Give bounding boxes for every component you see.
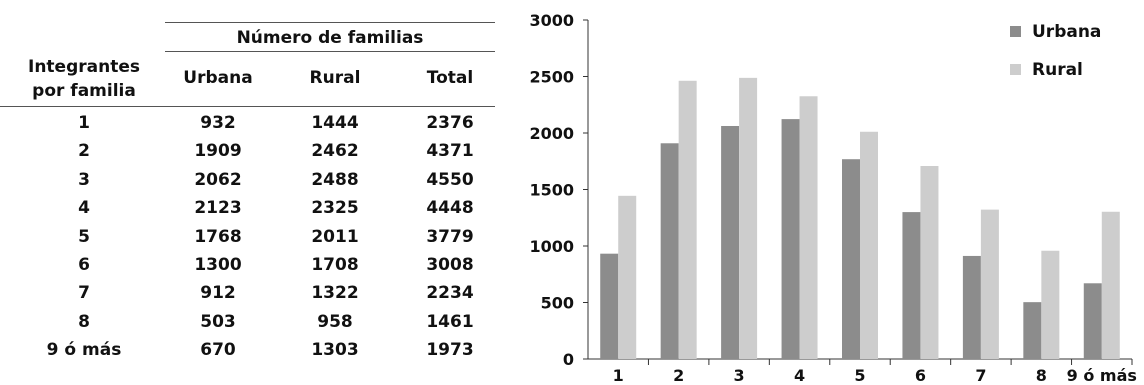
bar-rural-9 xyxy=(1101,211,1120,359)
cell-rural: 1708 xyxy=(311,255,359,275)
cell-total: 1973 xyxy=(426,340,474,361)
cell-rural: 1444 xyxy=(311,113,359,133)
row-label: 5 xyxy=(78,226,90,247)
cell-urbana: 2123 xyxy=(194,198,242,219)
row-label: 8 xyxy=(78,311,90,332)
legend-label-rural: Rural xyxy=(1032,60,1083,80)
row-label: 9 ó más xyxy=(46,340,122,361)
bar-rural-3 xyxy=(739,77,758,359)
cell-total: 3779 xyxy=(426,226,474,247)
bar-urbana-7 xyxy=(962,255,981,359)
header-bottom-rule xyxy=(0,106,495,107)
bar-urbana-8 xyxy=(1023,302,1042,359)
cell-total: 2376 xyxy=(426,113,474,133)
cell-urbana: 1909 xyxy=(194,141,242,162)
table-top-rule xyxy=(165,22,495,23)
x-tick-label: 1 xyxy=(613,366,624,385)
bar-urbana-9 xyxy=(1083,283,1102,359)
row-header-line1: Integrantes xyxy=(28,57,140,77)
bar-urbana-5 xyxy=(842,159,860,359)
cell-urbana: 503 xyxy=(200,311,236,332)
row-label: 3 xyxy=(78,169,90,190)
y-tick-label: 1000 xyxy=(529,237,574,256)
bar-chart: 0 500 1000 1500 2000 2500 3000 1 2 3 4 5 6 7 8 9 ó más U… xyxy=(529,11,1137,385)
y-tick-label: 1500 xyxy=(529,181,574,200)
bar-urbana-1 xyxy=(600,253,619,359)
x-tick-label: 7 xyxy=(975,366,986,385)
cell-total: 3008 xyxy=(426,255,474,275)
row-label: 4 xyxy=(78,198,90,219)
cell-urbana: 1300 xyxy=(194,255,242,275)
y-tick-label: 500 xyxy=(541,294,574,313)
group-header: Número de familias xyxy=(236,28,424,48)
cell-urbana: 670 xyxy=(200,340,236,361)
bar-rural-2 xyxy=(678,80,697,359)
cell-total: 4371 xyxy=(426,141,474,162)
bar-urbana-6 xyxy=(902,212,921,359)
col-header-rural: Rural xyxy=(309,68,361,88)
bar-urbana-3 xyxy=(721,125,740,359)
bar-rural-8 xyxy=(1041,250,1060,359)
y-tick-label: 2500 xyxy=(529,68,574,87)
cell-total: 1461 xyxy=(426,311,474,332)
row-header-line2: por familia xyxy=(32,81,136,101)
x-tick-label: 6 xyxy=(915,366,926,385)
bar-rural-4 xyxy=(799,96,818,360)
cell-total: 4448 xyxy=(426,198,474,219)
cell-total: 4550 xyxy=(426,169,474,190)
legend-swatch-rural xyxy=(1010,64,1021,75)
row-label: 6 xyxy=(78,255,90,275)
col-header-total: Total xyxy=(426,68,474,88)
x-tick-label: 8 xyxy=(1036,366,1047,385)
bar-rural-6 xyxy=(920,165,939,359)
row-label: 1 xyxy=(78,113,90,133)
x-tick-label: 2 xyxy=(673,366,684,385)
x-tick-label: 9 ó más xyxy=(1067,366,1137,385)
cell-total: 2234 xyxy=(426,283,474,304)
cell-rural: 2462 xyxy=(311,141,359,162)
cell-rural: 1322 xyxy=(311,283,359,304)
bar-rural-1 xyxy=(618,195,637,359)
x-tick-label: 5 xyxy=(854,366,865,385)
bar-rural-7 xyxy=(980,209,999,359)
bar-urbana-4 xyxy=(781,119,800,359)
cell-rural: 958 xyxy=(317,311,353,332)
x-tick-label: 4 xyxy=(794,366,805,385)
cell-urbana: 932 xyxy=(200,113,236,133)
group-header-rule xyxy=(165,51,495,52)
y-tick-label: 2000 xyxy=(529,124,574,143)
x-tick-label: 3 xyxy=(734,366,745,385)
legend-swatch-urbana xyxy=(1010,26,1021,37)
data-table: Número de familias Integrantes por famil… xyxy=(0,0,500,385)
cell-rural: 1303 xyxy=(311,340,359,361)
col-header-urbana: Urbana xyxy=(183,68,253,88)
cell-rural: 2011 xyxy=(311,226,359,247)
y-tick-label: 0 xyxy=(563,350,574,369)
row-label: 2 xyxy=(78,141,90,162)
cell-rural: 2488 xyxy=(311,169,359,190)
cell-urbana: 2062 xyxy=(194,169,242,190)
cell-rural: 2325 xyxy=(311,198,359,219)
cell-urbana: 1768 xyxy=(194,226,242,247)
bar-rural-5 xyxy=(860,131,878,359)
row-label: 7 xyxy=(78,283,90,304)
cell-urbana: 912 xyxy=(200,283,236,304)
legend-label-urbana: Urbana xyxy=(1032,22,1101,42)
bar-urbana-2 xyxy=(660,143,679,359)
y-tick-label: 3000 xyxy=(529,11,574,30)
